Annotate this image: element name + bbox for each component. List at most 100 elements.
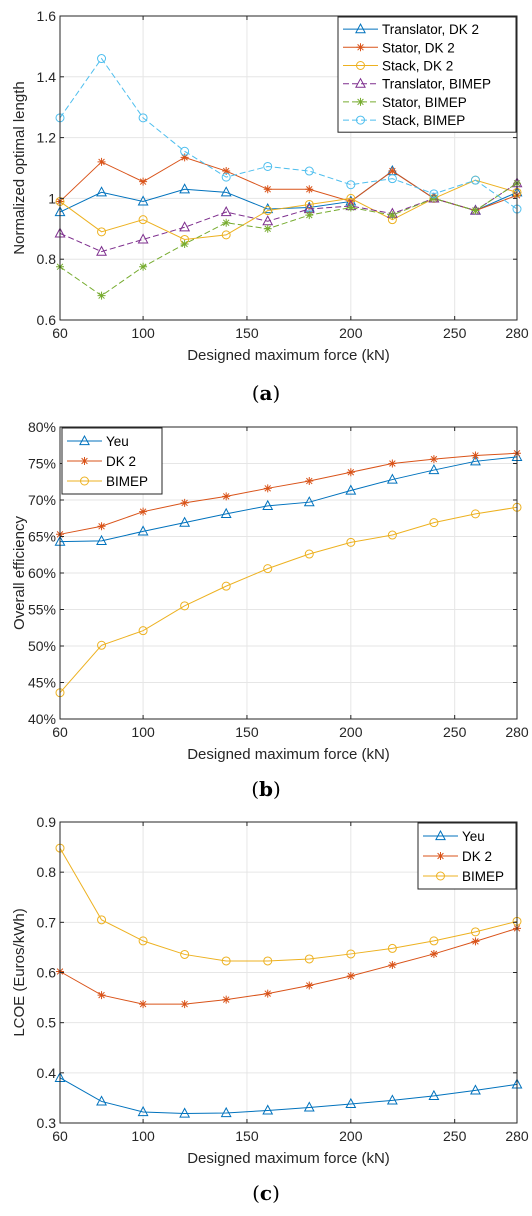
series-4 [56,179,521,300]
data-point [137,1105,149,1117]
data-point [428,464,440,475]
x-tick-label: 60 [52,325,68,341]
data-point [263,564,273,574]
caption-c: (c) [252,1181,280,1205]
x-tick-label: 60 [52,724,68,740]
x-tick-label: 200 [339,1128,363,1144]
data-point [345,484,357,495]
data-point [305,211,314,220]
chart-panel-a: 60 100 150 200 250 280 0.6 0.8 1 1.2 1.4 1.6 Designe… [11,8,529,405]
data-point [429,194,438,203]
y-tick-label: 45% [28,675,56,691]
y-tick-label: 0.4 [37,1065,57,1081]
chart-panel-b: 60 100 150 200 250 280 40% 45% 50% 55% 60% 65% 70% 75… [11,419,529,801]
data-point [221,956,231,966]
data-point [222,218,231,227]
data-point [388,459,397,468]
data-point [97,522,106,531]
data-point [263,989,272,998]
data-point [262,202,274,214]
x-tick-label: 280 [505,724,529,740]
y-tick-label: 0.3 [37,1115,57,1131]
y-tick-label: 65% [28,529,56,545]
data-point [263,956,273,966]
data-point [345,1097,357,1109]
data-point [428,1089,440,1101]
data-point [388,167,397,176]
data-point [137,525,149,536]
data-point [180,1000,189,1009]
chart-panel-c: 60 100 150 200 250 280 0.3 0.4 0.5 0.6 0.7 0.8 0.9 De… [11,814,529,1205]
legend: Translator, DK 2 Stator, DK 2 Stack, DK 2 T… [337,16,517,133]
series-line [59,847,518,962]
data-point [180,146,190,156]
series-line [59,179,518,240]
data-point [138,113,148,123]
data-point [222,167,231,176]
data-point [429,936,439,946]
y-tick-label: 0.6 [37,965,57,981]
data-point [96,534,107,545]
data-point [96,1095,107,1106]
legend-marker [435,829,446,841]
data-point [179,1107,191,1118]
data-point [387,943,397,953]
legend-label: DK 2 [106,454,136,469]
legend-marker [356,97,365,106]
legend-marker [80,457,89,465]
data-point [222,492,231,501]
data-point [470,509,480,519]
data-point [305,477,314,486]
x-tick-label: 150 [235,724,259,740]
data-point [471,937,480,946]
y-tick-label: 50% [28,638,56,654]
data-point [305,981,314,990]
data-point [388,211,397,220]
data-point [262,1104,274,1115]
data-point [262,499,274,510]
data-point [96,245,107,256]
x-tick-label: 280 [505,325,529,341]
legend-box [337,16,517,133]
x-tick-label: 200 [339,325,363,341]
legend-label: Stack, DK 2 [382,59,453,74]
y-tick-label: 1.4 [37,69,57,85]
series-line [59,182,518,297]
data-point [139,262,148,271]
x-axis-label: Designed maximum force (kN) [187,347,390,364]
y-tick-label: 0.6 [37,312,57,328]
data-point [137,195,149,206]
data-point [180,949,190,959]
data-point [386,473,398,484]
data-point [346,180,356,190]
data-point [139,177,148,186]
data-point [180,240,189,248]
legend-label: Stack, BIMEP [382,113,465,128]
series-line [59,927,518,1005]
legend-marker [436,871,445,881]
series-line [59,1077,518,1114]
data-point [97,915,107,925]
y-tick-label: 55% [28,602,56,618]
series-line [59,452,518,535]
data-point [220,186,232,197]
data-point [470,175,480,185]
data-point [346,537,356,547]
data-point [220,206,232,217]
y-tick-label: 0.7 [37,914,57,930]
legend-label: Translator, DK 2 [382,22,479,37]
data-point [139,507,148,516]
legend-marker [356,115,365,125]
y-axis-label: LCOE (Euros/kWh) [11,908,28,1036]
data-point [346,972,355,981]
legend-marker [355,77,366,88]
y-tick-label: 0.5 [37,1015,57,1031]
x-tick-label: 100 [131,724,155,740]
x-tick-label: 250 [443,325,467,341]
data-point [179,516,191,527]
series-line [59,506,518,694]
data-point [387,174,397,184]
series-line [59,456,518,543]
data-point [429,949,438,958]
